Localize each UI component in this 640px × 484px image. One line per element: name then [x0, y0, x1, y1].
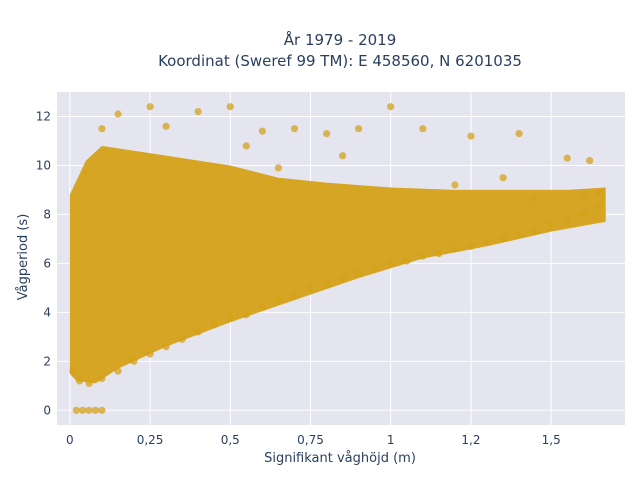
- data-point: [547, 220, 555, 228]
- x-tick-label: 1,2: [461, 433, 480, 447]
- data-point: [419, 125, 427, 133]
- data-point: [515, 230, 523, 238]
- y-tick-label: 8: [43, 207, 51, 221]
- data-point: [98, 406, 106, 414]
- data-point: [563, 215, 571, 223]
- data-point: [563, 154, 571, 162]
- data-point: [242, 311, 250, 319]
- data-point: [242, 142, 250, 150]
- data-point: [130, 357, 138, 365]
- data-point: [146, 103, 154, 111]
- data-point: [339, 274, 347, 282]
- data-point: [531, 196, 539, 204]
- y-axis-label: Vågperiod (s): [16, 214, 31, 301]
- x-tick-label: 1,5: [542, 433, 561, 447]
- x-tick-label: 0,5: [221, 433, 240, 447]
- data-point: [226, 313, 234, 321]
- data-point: [355, 125, 363, 133]
- data-point: [274, 296, 282, 304]
- y-tick-label: 6: [43, 256, 51, 270]
- data-point: [85, 379, 93, 387]
- point-cloud-area: [69, 145, 606, 384]
- data-point: [595, 188, 603, 196]
- data-point: [258, 127, 266, 135]
- data-point: [306, 284, 315, 292]
- data-point: [162, 343, 170, 351]
- data-point: [451, 181, 459, 189]
- data-point: [323, 130, 331, 138]
- chart-title-line1: År 1979 - 2019: [284, 30, 397, 49]
- x-axis-label: Signifikant våghöjd (m): [264, 451, 416, 466]
- data-point: [75, 377, 84, 385]
- data-point: [98, 374, 106, 383]
- data-point: [162, 122, 170, 130]
- chart-title-line2: Koordinat (Sweref 99 TM): E 458560, N 62…: [158, 52, 522, 70]
- data-point: [85, 406, 93, 414]
- data-point: [194, 328, 202, 336]
- data-point: [339, 152, 347, 160]
- data-point: [210, 321, 218, 329]
- data-point: [531, 228, 539, 236]
- data-point: [146, 350, 154, 358]
- x-tick-labels: 0 0,25 0,5 0,75 1 1,2 1,5: [66, 433, 561, 447]
- data-point: [499, 235, 507, 243]
- data-point: [290, 291, 299, 299]
- data-point: [579, 210, 587, 218]
- data-point: [290, 125, 299, 133]
- y-tick-label: 4: [43, 305, 51, 319]
- data-point: [258, 303, 266, 312]
- data-point: [387, 259, 395, 267]
- data-point: [483, 237, 491, 245]
- y-tick-label: 2: [43, 354, 51, 368]
- data-points: [69, 103, 603, 414]
- data-point: [515, 130, 523, 138]
- data-point: [79, 406, 87, 414]
- y-tick-label: 12: [36, 109, 51, 123]
- x-tick-label: 0,75: [297, 433, 324, 447]
- data-point: [419, 252, 427, 260]
- y-tick-label: 0: [43, 403, 51, 417]
- data-point: [114, 367, 122, 375]
- data-point: [467, 132, 475, 140]
- data-point: [586, 157, 594, 165]
- data-point: [323, 279, 331, 287]
- data-point: [98, 125, 106, 133]
- data-point: [499, 174, 507, 182]
- data-point: [178, 335, 186, 343]
- data-point: [467, 242, 475, 250]
- data-point: [579, 191, 587, 199]
- data-point: [194, 108, 202, 116]
- data-point: [355, 269, 363, 277]
- x-tick-label: 1: [387, 433, 395, 447]
- data-point: [451, 245, 459, 253]
- data-point: [72, 406, 80, 414]
- data-point: [274, 164, 282, 172]
- data-point: [387, 103, 395, 111]
- data-point: [435, 250, 443, 258]
- data-point: [69, 367, 77, 375]
- data-point: [403, 257, 411, 265]
- data-point: [595, 203, 603, 211]
- x-tick-label: 0: [66, 433, 74, 447]
- data-point: [114, 110, 122, 118]
- data-point: [91, 406, 100, 414]
- data-point: [226, 103, 234, 111]
- x-tick-label: 0,25: [137, 433, 164, 447]
- data-point: [371, 264, 379, 272]
- point-cloud: [69, 145, 606, 384]
- data-point: [82, 169, 90, 177]
- y-tick-labels: 0 2 4 6 8 10 12: [36, 109, 51, 417]
- y-tick-label: 10: [36, 158, 51, 172]
